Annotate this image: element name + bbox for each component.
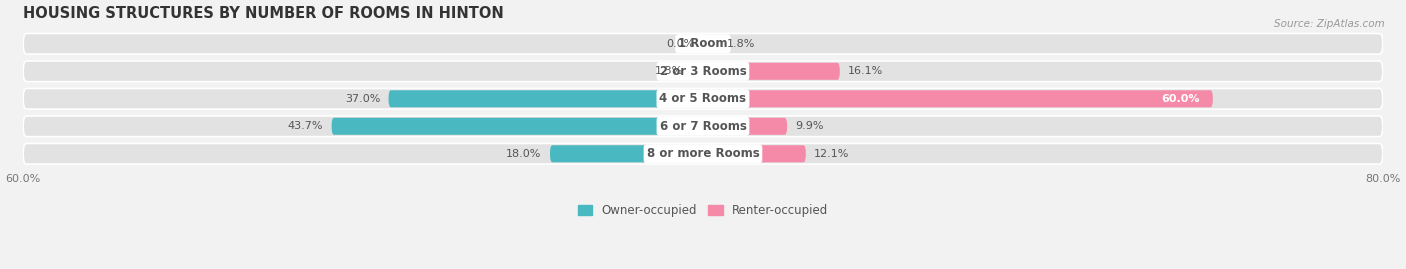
FancyBboxPatch shape <box>22 61 1382 82</box>
Text: 1 Room: 1 Room <box>678 37 728 50</box>
Text: 1.3%: 1.3% <box>655 66 683 76</box>
Text: 4 or 5 Rooms: 4 or 5 Rooms <box>659 92 747 105</box>
Text: 9.9%: 9.9% <box>796 121 824 131</box>
FancyBboxPatch shape <box>703 35 718 52</box>
FancyBboxPatch shape <box>550 145 703 162</box>
Text: HOUSING STRUCTURES BY NUMBER OF ROOMS IN HINTON: HOUSING STRUCTURES BY NUMBER OF ROOMS IN… <box>22 6 503 20</box>
FancyBboxPatch shape <box>22 116 1382 137</box>
FancyBboxPatch shape <box>332 118 703 135</box>
Text: 12.1%: 12.1% <box>814 149 849 159</box>
Text: 43.7%: 43.7% <box>288 121 323 131</box>
FancyBboxPatch shape <box>703 90 1213 107</box>
Text: 6 or 7 Rooms: 6 or 7 Rooms <box>659 120 747 133</box>
FancyBboxPatch shape <box>22 143 1382 164</box>
FancyBboxPatch shape <box>22 89 1382 109</box>
Text: 0.0%: 0.0% <box>666 39 695 49</box>
FancyBboxPatch shape <box>703 118 787 135</box>
FancyBboxPatch shape <box>692 63 703 80</box>
Text: 37.0%: 37.0% <box>344 94 380 104</box>
Text: 18.0%: 18.0% <box>506 149 541 159</box>
Text: 2 or 3 Rooms: 2 or 3 Rooms <box>659 65 747 78</box>
Text: 60.0%: 60.0% <box>1161 94 1201 104</box>
Text: Source: ZipAtlas.com: Source: ZipAtlas.com <box>1274 19 1385 29</box>
Text: 1.8%: 1.8% <box>727 39 755 49</box>
Text: 8 or more Rooms: 8 or more Rooms <box>647 147 759 160</box>
FancyBboxPatch shape <box>703 63 839 80</box>
FancyBboxPatch shape <box>22 33 1382 54</box>
FancyBboxPatch shape <box>703 145 806 162</box>
Legend: Owner-occupied, Renter-occupied: Owner-occupied, Renter-occupied <box>572 199 834 222</box>
Text: 16.1%: 16.1% <box>848 66 883 76</box>
FancyBboxPatch shape <box>388 90 703 107</box>
